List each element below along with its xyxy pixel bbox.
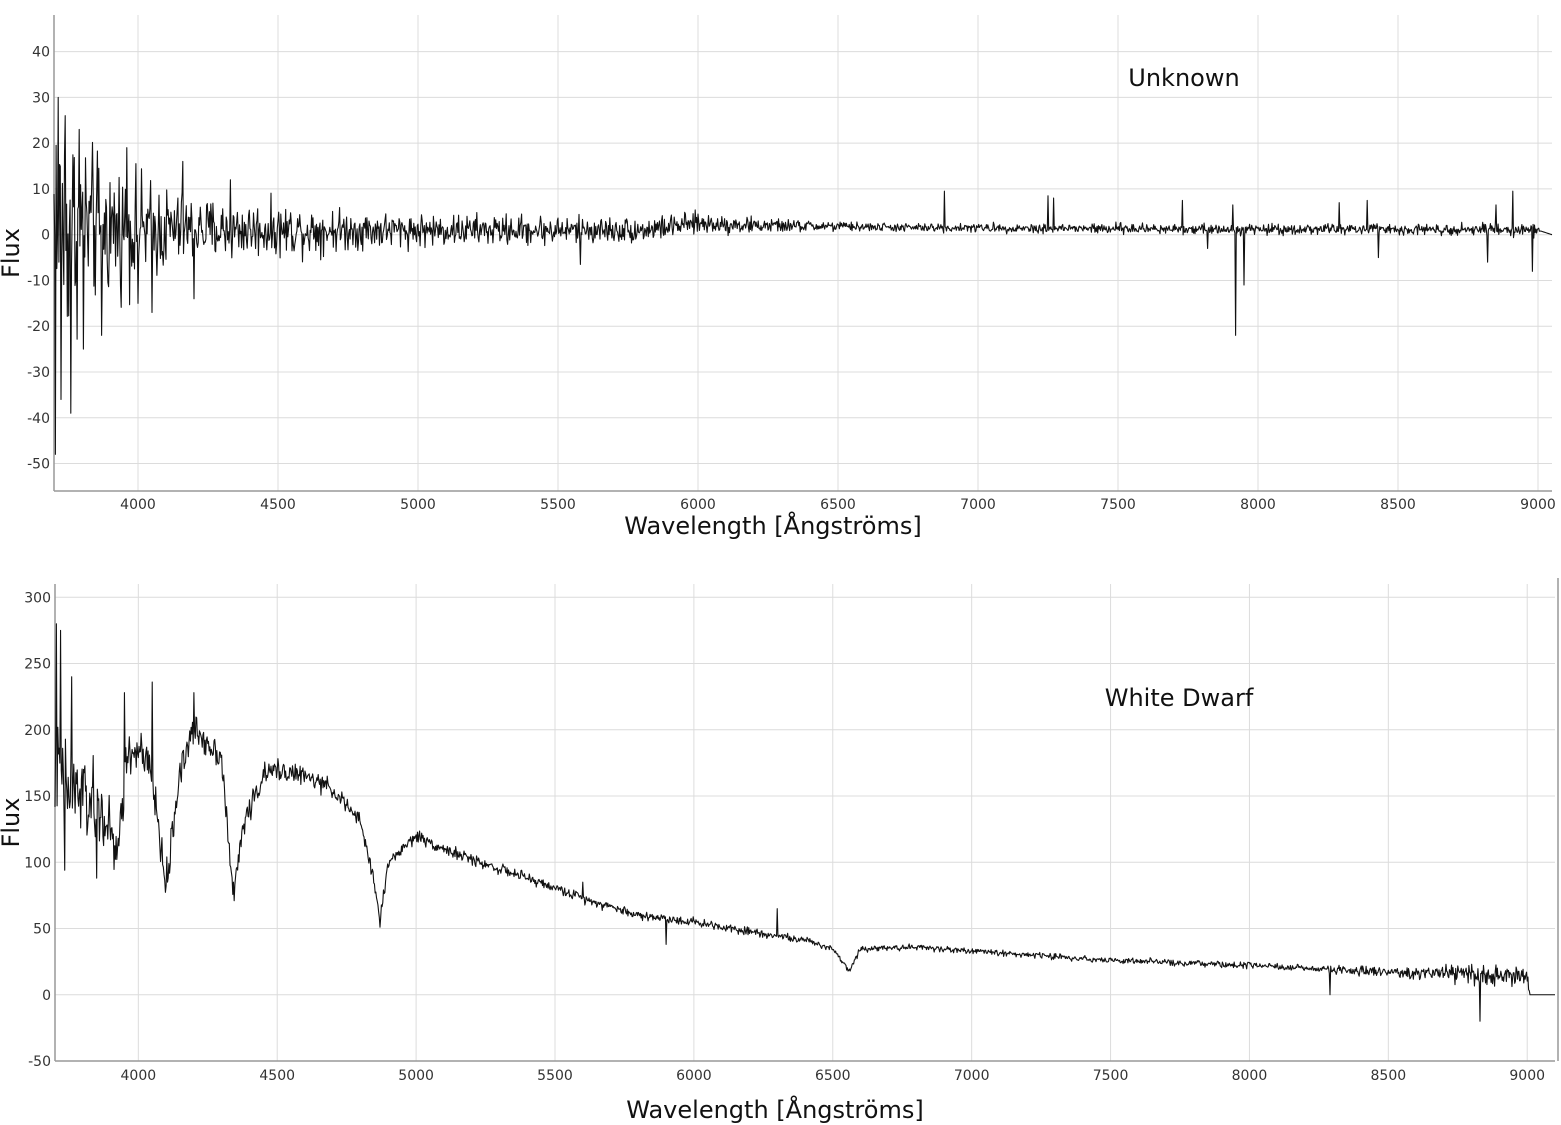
y-tick-label: -30 xyxy=(27,365,50,381)
x-tick-label: 4500 xyxy=(260,497,296,513)
x-axis-title: Wavelength [Ångströms] xyxy=(624,511,921,540)
white-dwarf-spectrum-panel: 4000 4500 5000 5500 6000 6500 7000 7500 8000 8500… xyxy=(0,578,1559,1124)
x-tick-label: 6000 xyxy=(680,497,716,513)
x-tick-label: 7000 xyxy=(954,1068,990,1084)
y-tick-label: 50 xyxy=(33,922,51,938)
spectrum-line xyxy=(53,96,1553,455)
y-tick-label: 300 xyxy=(24,590,51,606)
y-tick-label: 40 xyxy=(32,45,50,61)
x-tick-label: 5500 xyxy=(540,497,576,513)
y-tick-label: 10 xyxy=(32,182,50,198)
y-tick-label: 250 xyxy=(24,657,51,673)
x-tick-label: 6500 xyxy=(820,497,856,513)
y-tick-label: 20 xyxy=(32,136,50,152)
x-tick-label: 4500 xyxy=(259,1068,295,1084)
x-tick-label: 5000 xyxy=(400,497,436,513)
y-tick-label: 30 xyxy=(32,90,50,106)
y-tick-label: -10 xyxy=(27,273,50,289)
spectrum-line xyxy=(54,623,1555,1022)
spectrum-class-label: White Dwarf xyxy=(1105,684,1254,712)
unknown-spectrum-panel: 4000 4500 5000 5500 6000 6500 7000 7500 8000 8500… xyxy=(0,15,1556,540)
x-tick-label: 6500 xyxy=(815,1068,851,1084)
y-tick-label: -40 xyxy=(27,411,50,427)
x-tick-label: 8500 xyxy=(1371,1068,1407,1084)
x-axis-title: Wavelength [Ångströms] xyxy=(626,1095,923,1124)
x-tick-label: 9000 xyxy=(1509,1068,1545,1084)
x-tick-label: 7500 xyxy=(1093,1068,1129,1084)
x-tick-label: 9000 xyxy=(1520,497,1556,513)
y-tick-label: 0 xyxy=(42,988,51,1004)
x-tick-label: 8500 xyxy=(1380,497,1416,513)
x-tick-label: 7000 xyxy=(960,497,996,513)
x-tick-label: 4000 xyxy=(121,1068,157,1084)
y-tick-label: 150 xyxy=(24,789,51,805)
y-tick-label: -50 xyxy=(27,457,50,473)
y-tick-label: 200 xyxy=(24,723,51,739)
x-tick-label: 5500 xyxy=(537,1068,573,1084)
y-tick-label: -20 xyxy=(27,319,50,335)
y-tick-label: 0 xyxy=(41,228,50,244)
x-tick-label: 8000 xyxy=(1240,497,1276,513)
y-tick-label: -50 xyxy=(28,1054,51,1070)
y-tick-label: 100 xyxy=(24,855,51,871)
x-tick-label: 4000 xyxy=(120,497,156,513)
y-axis-title: Flux xyxy=(0,798,25,848)
x-tick-label: 5000 xyxy=(398,1068,434,1084)
x-tick-label: 6000 xyxy=(676,1068,712,1084)
y-axis-title: Flux xyxy=(0,228,25,278)
spectrum-class-label: Unknown xyxy=(1128,64,1239,92)
x-tick-label: 7500 xyxy=(1100,497,1136,513)
x-tick-label: 8000 xyxy=(1232,1068,1268,1084)
